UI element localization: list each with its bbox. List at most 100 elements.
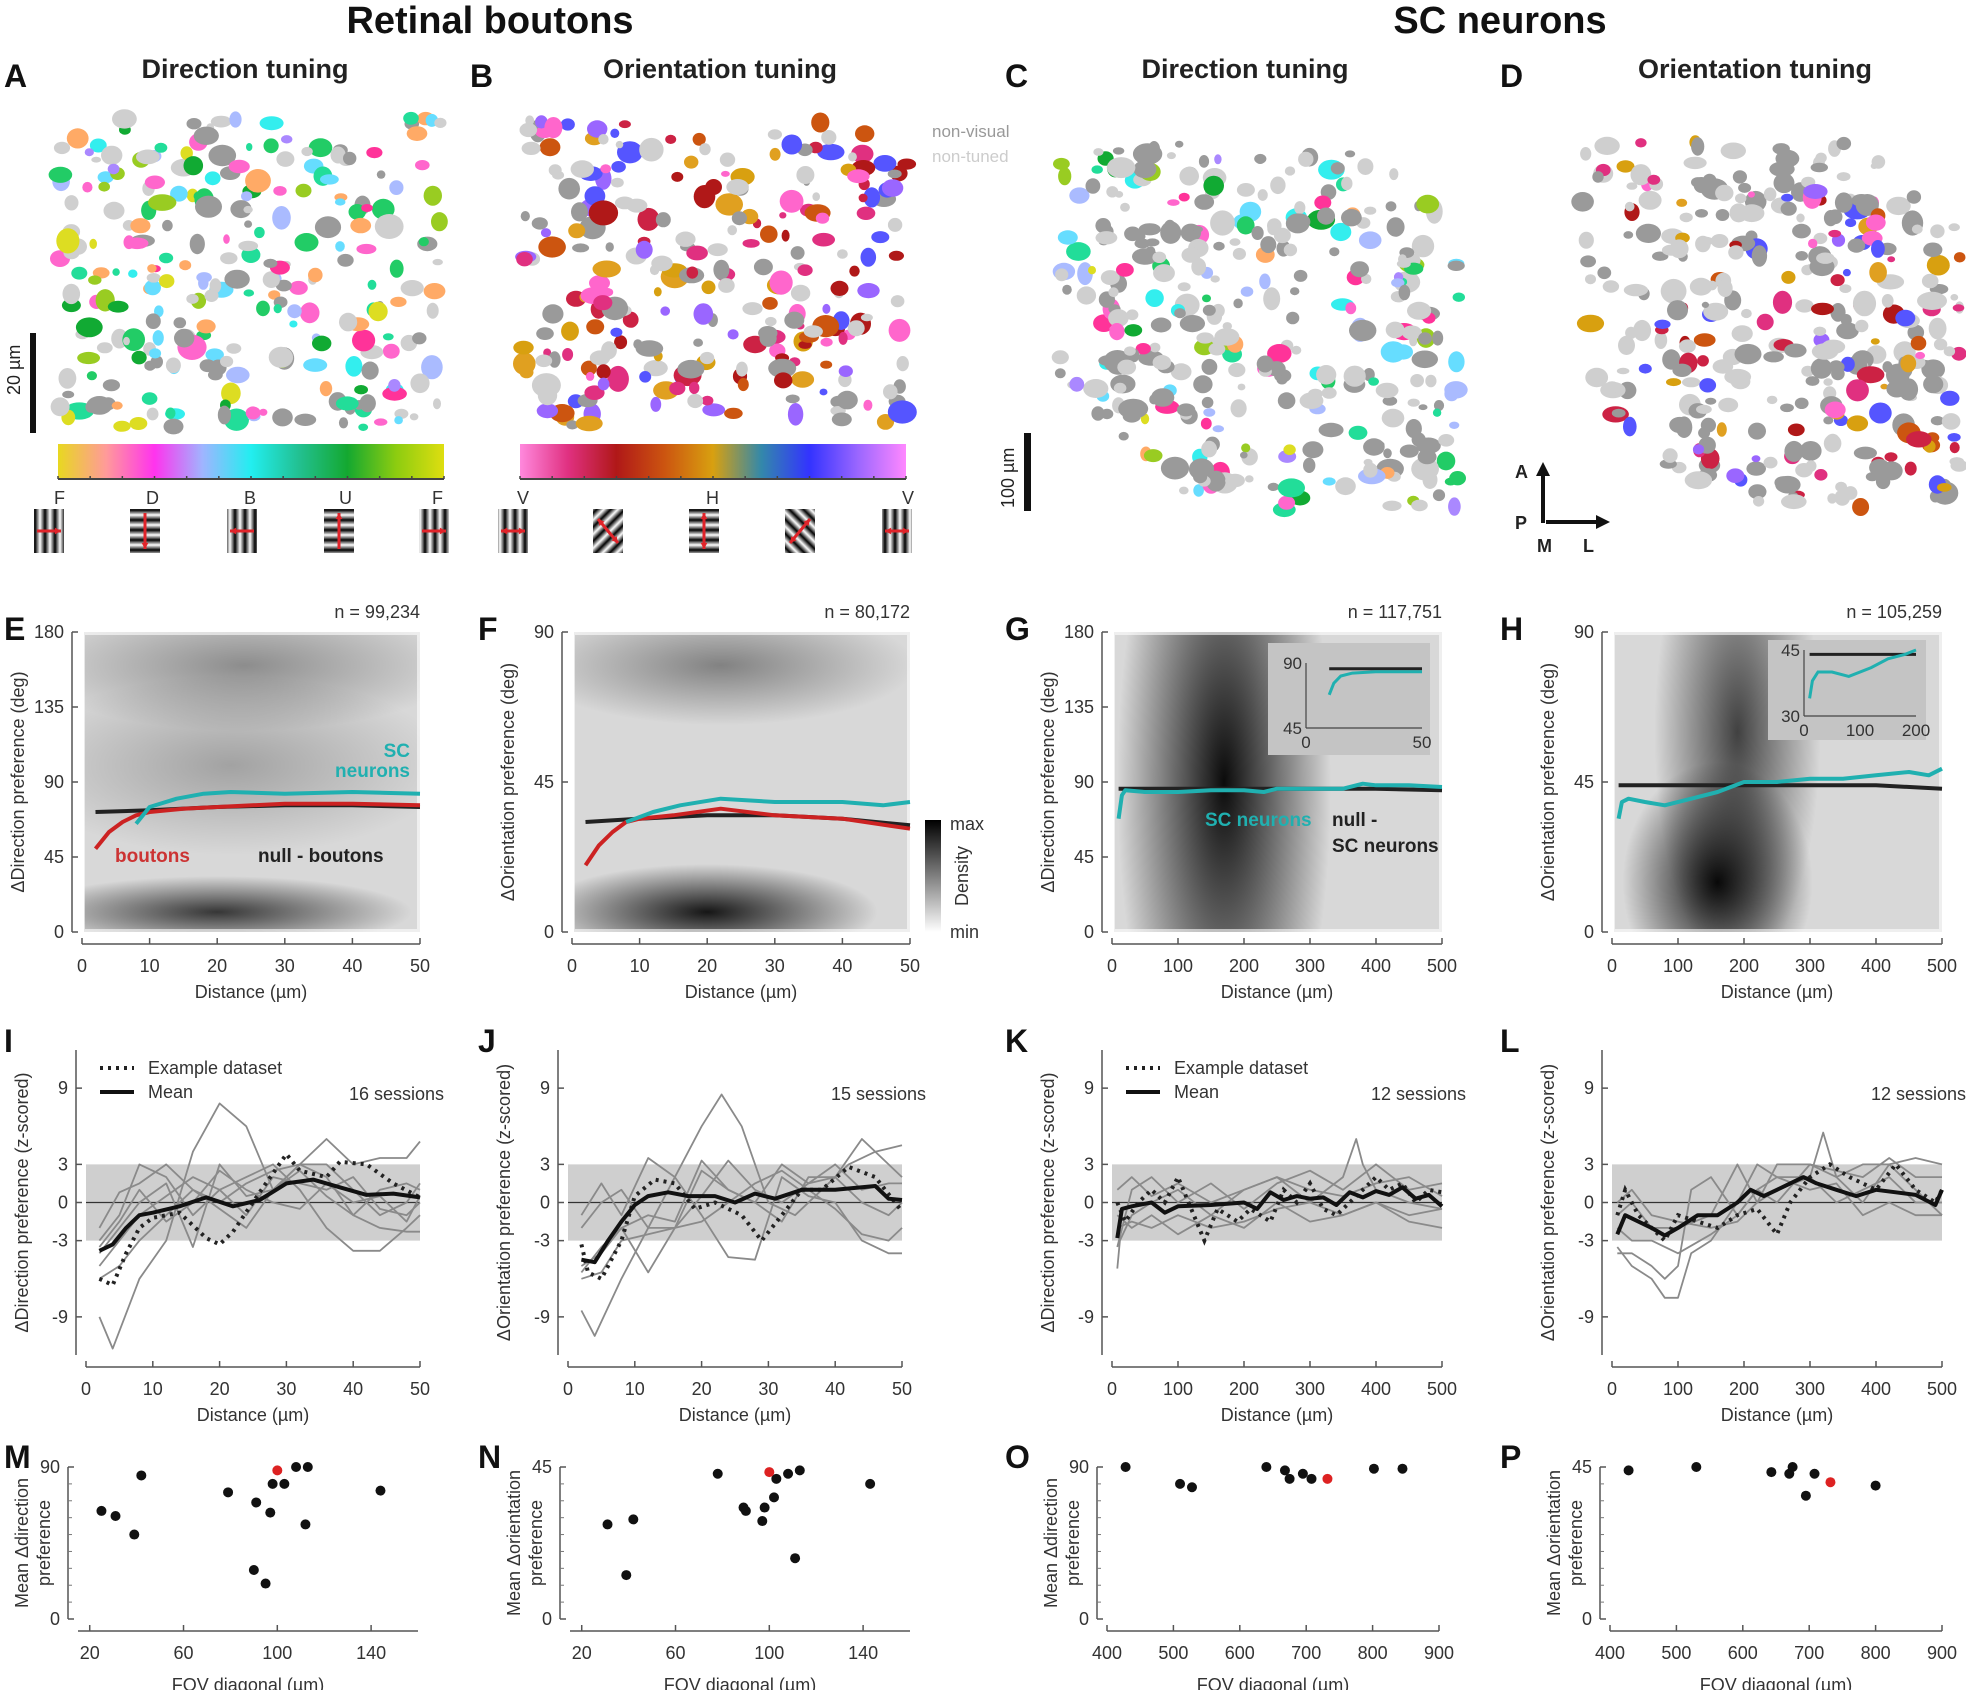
roi-blob	[560, 118, 575, 131]
y-tick-label: -9	[1078, 1307, 1094, 1327]
roi-blob	[1703, 302, 1729, 321]
data-point	[759, 1502, 770, 1513]
roi-blob	[1179, 166, 1199, 186]
roi-blob	[1906, 190, 1922, 204]
roi-blob	[687, 393, 704, 409]
roi-blob	[610, 327, 623, 337]
data-point	[740, 1505, 751, 1516]
roi-blob	[1904, 461, 1917, 476]
roi-blob	[400, 280, 424, 297]
roi-blob	[1398, 284, 1411, 301]
roi-blob	[229, 111, 242, 128]
roi-blob	[615, 140, 624, 149]
y-axis-label: ΔDirection preference (deg)	[8, 671, 28, 892]
panel-e: E 0 10 20 30 40 50 0 45 90 135 180 Distance (µm) ΔDir…	[4, 602, 430, 1002]
roi-blob	[888, 318, 911, 342]
x-tick-label: 100	[1663, 956, 1693, 976]
roi-blob	[1237, 383, 1246, 391]
roi-blob	[71, 266, 88, 280]
roi-blob	[1256, 355, 1274, 373]
roi-blob	[238, 240, 259, 252]
roi-blob	[1753, 496, 1765, 507]
roi-blob	[1930, 416, 1945, 426]
roi-blob	[1115, 191, 1124, 198]
roi-blob	[572, 243, 590, 253]
roi-blob	[1088, 266, 1096, 275]
roi-blob	[394, 416, 403, 425]
roi-blob	[1382, 500, 1402, 511]
roi-blob	[1113, 382, 1127, 394]
session-line	[98, 1163, 421, 1280]
roi-blob	[84, 148, 94, 157]
roi-blob	[1381, 408, 1405, 428]
roi-blob	[726, 179, 749, 195]
x-axis-label: Distance (µm)	[1721, 982, 1833, 1002]
y-tick-label: -3	[1078, 1231, 1094, 1251]
y-tick-label: 0	[50, 1609, 60, 1629]
y-tick-label: -3	[52, 1231, 68, 1251]
roi-blob	[1411, 350, 1439, 369]
data-point	[375, 1485, 386, 1496]
roi-blob	[359, 394, 376, 413]
roi-blob	[89, 238, 97, 249]
grating-icons	[34, 509, 912, 553]
density-blob	[574, 632, 910, 726]
x-tick-label: 900	[1424, 1643, 1454, 1663]
roi-blob	[1335, 477, 1356, 496]
roi-blob	[382, 333, 394, 341]
roi-blob	[537, 385, 558, 406]
legend-example-label: Example dataset	[148, 1058, 282, 1078]
roi-blob	[1705, 397, 1717, 405]
roi-blob	[1236, 216, 1255, 235]
roi-blob	[753, 258, 773, 276]
x-tick-label: 600	[1728, 1643, 1758, 1663]
session-line	[1616, 1157, 1942, 1229]
roi-blob	[1251, 226, 1264, 240]
roi-blob	[374, 214, 404, 239]
roi-blob	[1829, 360, 1844, 373]
roi-blob	[1699, 378, 1717, 393]
roi-blob	[1816, 252, 1835, 264]
roi-blob	[1683, 156, 1707, 170]
roi-blob	[1917, 291, 1947, 310]
roi-blob	[1176, 403, 1196, 417]
roi-blob	[91, 156, 102, 163]
panel-letter-j: J	[478, 1023, 496, 1059]
roi-blob	[136, 149, 160, 165]
arrowhead-icon	[501, 527, 508, 535]
roi-blob	[1792, 223, 1811, 239]
roi-blob	[1604, 381, 1620, 393]
roi-blob	[1134, 238, 1151, 249]
roi-blob	[1116, 263, 1134, 277]
roi-blob	[345, 356, 363, 377]
roi-blob	[335, 241, 345, 252]
data-point	[1787, 1462, 1798, 1472]
roi-blob	[742, 302, 763, 316]
roi-blob	[819, 388, 828, 396]
roi-blob	[223, 234, 230, 244]
roi-blob	[540, 228, 552, 238]
roi-blob	[699, 143, 711, 156]
roi-blob	[263, 258, 278, 268]
panel-n: N 20 60 100 140 0 45 FOV diagonal (µm) Mean Δori…	[478, 1439, 910, 1690]
roi-blob	[1796, 213, 1805, 223]
roi-blob	[246, 143, 253, 151]
roi-blob	[1391, 278, 1405, 288]
roi-blob	[103, 201, 125, 220]
roi-blob	[849, 265, 860, 277]
y-tick-label: 3	[1584, 1154, 1594, 1174]
roi-blob	[784, 311, 805, 329]
data-point	[136, 1470, 147, 1481]
roi-blob	[1259, 273, 1271, 290]
roi-blob	[1662, 349, 1681, 370]
roi-blob	[611, 177, 624, 188]
y-tick-label: 45	[1074, 847, 1094, 867]
data-point	[251, 1497, 262, 1508]
y-tick-label: 90	[534, 622, 554, 642]
x-tick-label: 500	[1427, 956, 1457, 976]
roi-blob	[600, 164, 612, 174]
roi-blob	[159, 252, 174, 264]
roi-blob	[1763, 456, 1778, 469]
y-tick-label: 45	[1574, 772, 1594, 792]
series-line-null	[1618, 783, 1943, 791]
